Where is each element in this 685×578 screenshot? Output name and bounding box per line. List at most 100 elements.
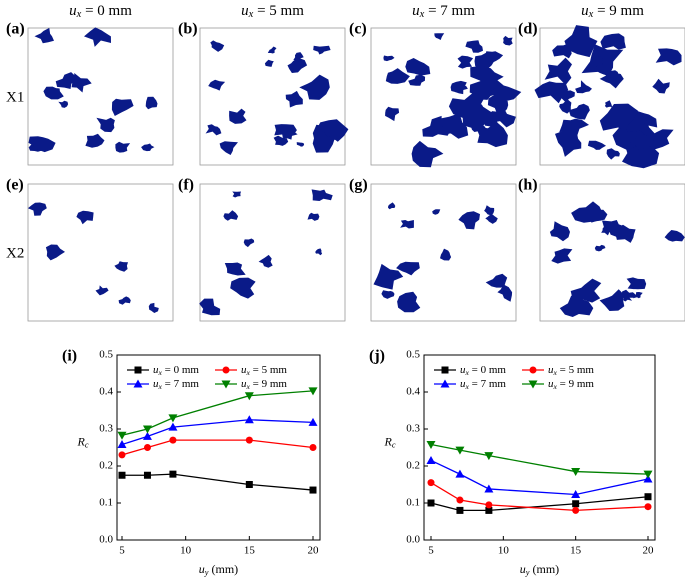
cluster [568,103,590,120]
point [308,387,318,396]
x-tick-label: 15 [244,545,256,557]
cluster [626,277,647,290]
panel-label: (a) [6,21,25,38]
cluster [440,248,452,261]
point [221,380,231,389]
panel-title: ux = 5 mm [241,3,304,20]
cluster [652,78,670,94]
cluster [28,136,56,153]
point [222,366,230,374]
cluster [600,33,626,50]
cluster [282,128,298,140]
cluster [307,212,320,221]
panel-label: (g) [349,177,368,194]
cluster [114,261,128,272]
panel-frame [199,183,346,322]
y-axis-label: Rc [76,434,88,449]
legend-label: ux = 7 mm [460,378,506,391]
cluster [485,51,504,64]
cluster [208,79,226,91]
cluster [43,86,64,100]
y-tick-label: 0.0 [406,534,420,546]
cluster [84,27,111,47]
panel-label: (b) [178,21,198,38]
point [571,468,581,477]
point [528,380,538,389]
cluster [285,90,303,108]
panel-label: (d) [518,21,538,38]
point [440,379,450,388]
cluster [408,74,426,86]
cluster [224,262,246,276]
cluster [422,115,452,137]
point [168,422,178,431]
cluster [599,289,625,311]
cluster [205,124,222,136]
cluster [71,73,92,93]
cluster [559,99,572,114]
point [643,470,653,479]
point [455,446,465,455]
cluster [381,290,395,299]
cluster [210,40,225,52]
legend-label: ux = 5 mm [548,364,594,377]
legend-label: ux = 9 mm [548,378,594,391]
point [456,506,464,514]
cluster [503,35,513,46]
plot-frame [116,354,321,541]
point [426,455,436,464]
x-tick-label: 5 [428,545,434,557]
cluster [243,238,255,248]
point [245,481,253,488]
point [169,436,177,444]
cluster [470,65,504,89]
cluster [465,40,483,53]
cluster [555,129,582,157]
x-tick-label: 10 [180,545,192,557]
cluster [115,141,131,153]
cluster [571,201,603,223]
cluster [397,291,421,313]
y-tick-label: 0.3 [99,423,113,435]
y-tick-label: 0.4 [99,386,113,398]
cluster [287,57,308,73]
cluster [45,244,65,261]
series-line [121,419,314,446]
panel-label: (i) [62,348,77,365]
y-tick-label: 0.2 [406,460,420,472]
cluster [621,289,636,299]
cluster [111,98,134,116]
cluster [454,83,468,95]
cluster [485,273,508,288]
x-tick-label: 15 [570,545,582,557]
point [485,501,493,509]
legend-label: ux = 7 mm [153,378,199,391]
cluster [85,133,105,148]
cluster [264,59,274,67]
y-tick-label: 0.5 [99,349,113,361]
cluster [602,220,626,238]
cluster [575,80,592,94]
cluster [230,277,256,299]
cluster [229,108,247,124]
y-tick-label: 0.5 [406,349,420,361]
legend-label: ux = 0 mm [153,364,199,377]
row-label: X1 [6,89,24,105]
cluster [448,92,486,121]
cluster [27,202,47,216]
panel-label: (e) [6,177,24,194]
point [572,500,580,508]
x-axis-label: uy (mm) [199,562,238,577]
plot-frame [423,354,656,541]
cluster [311,189,333,201]
row-label: X2 [6,245,24,261]
point [142,425,152,434]
point [244,415,254,424]
series-line [430,443,649,475]
panel-title: ux = 9 mm [581,3,644,20]
panel-label: (h) [518,177,538,194]
point [168,414,178,423]
y-axis-label: Rc [383,434,395,449]
cluster [497,284,513,302]
